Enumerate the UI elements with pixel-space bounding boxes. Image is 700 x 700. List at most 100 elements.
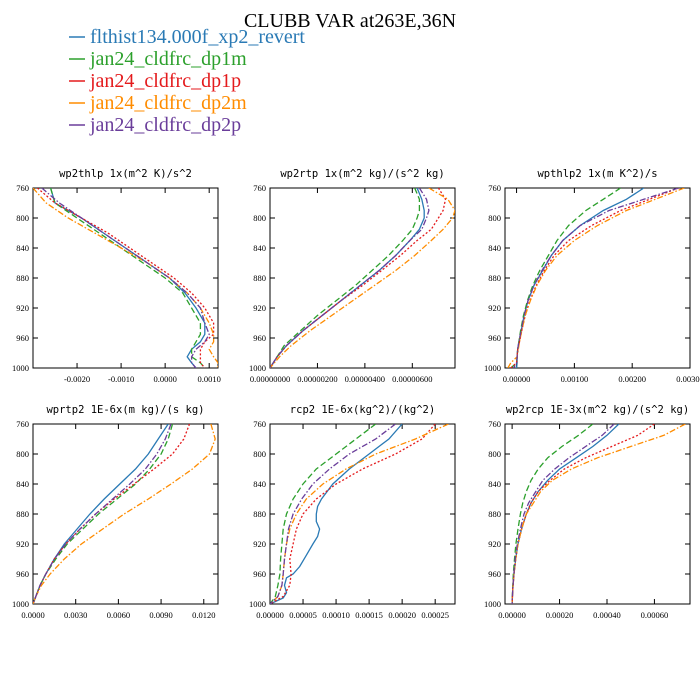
x-tick-label: 0.00000 — [498, 610, 526, 620]
y-tick-label: 960 — [488, 333, 501, 343]
plot-frame — [32, 187, 219, 369]
y-tick-label: 880 — [16, 509, 29, 519]
series-line — [270, 188, 430, 368]
y-tick-label: 800 — [488, 213, 501, 223]
y-tick-label: 840 — [488, 243, 501, 253]
x-tick-label: 0.00000400 — [345, 374, 385, 384]
x-tick-label: 0.00010 — [322, 610, 350, 620]
y-tick-label: 880 — [488, 273, 501, 283]
y-tick-label: 920 — [16, 539, 29, 549]
y-tick-label: 1000 — [484, 363, 501, 373]
x-tick-label: 0.00040 — [593, 610, 621, 620]
x-tick-label: 0.00000600 — [392, 374, 432, 384]
panel-grid: wp2thlp 1x(m^2 K)/s^2 760 800 840 880 920 960 1… — [12, 168, 700, 620]
plot-frame — [504, 423, 691, 605]
x-tick-label: 0.00100 — [561, 374, 589, 384]
y-tick-label: 800 — [253, 213, 266, 223]
series-line — [511, 424, 620, 604]
series-line — [36, 188, 215, 368]
x-tick-label: -0.0020 — [64, 374, 90, 384]
y-tick-label: 1000 — [249, 363, 266, 373]
series-line — [270, 424, 377, 604]
plot-frame — [32, 423, 219, 605]
series-line — [270, 424, 436, 604]
y-tick-label: 760 — [253, 419, 266, 429]
y-tick-label: 840 — [253, 479, 266, 489]
legend-label: flthist134.000f_xp2_revert — [90, 26, 305, 48]
legend-label: jan24_cldfrc_dp2m — [89, 92, 247, 114]
series-line — [513, 188, 679, 368]
legend-label: jan24_cldfrc_dp1p — [89, 70, 241, 92]
y-tick-label: 880 — [16, 273, 29, 283]
panel-title: wp2rtp 1x(m^2 kg)/(s^2 kg) — [280, 168, 444, 180]
series-line — [270, 424, 449, 604]
series-line — [270, 424, 396, 604]
y-tick-label: 1000 — [249, 599, 266, 609]
panel-title: wp2thlp 1x(m^2 K)/s^2 — [59, 168, 192, 180]
series-line — [270, 188, 421, 368]
series-line — [33, 188, 218, 368]
y-tick-label: 800 — [16, 213, 29, 223]
x-tick-label: -0.0010 — [108, 374, 134, 384]
y-tick-label: 760 — [488, 183, 501, 193]
x-tick-label: 0.00005 — [289, 610, 317, 620]
y-tick-label: 1000 — [484, 599, 501, 609]
series-line — [511, 424, 655, 604]
plot-frame — [269, 423, 456, 605]
series-line — [33, 424, 174, 604]
y-tick-label: 960 — [253, 333, 266, 343]
y-tick-label: 920 — [16, 303, 29, 313]
legend-label: jan24_cldfrc_dp2p — [89, 114, 241, 136]
chart-panel: wp2thlp 1x(m^2 K)/s^2 760 800 840 880 920 960 1… — [12, 168, 221, 384]
y-tick-label: 1000 — [12, 363, 29, 373]
x-tick-label: 0.0030 — [64, 610, 87, 620]
series-line — [270, 424, 403, 604]
panel-title: wp2rcp 1E-3x(m^2 kg)/(s^2 kg) — [506, 404, 689, 416]
y-tick-label: 960 — [253, 569, 266, 579]
chart-panel: wprtp2 1E-6x(m kg)/(s kg) 760 800 840 880 920… — [12, 404, 219, 620]
series-line — [49, 188, 206, 368]
y-tick-label: 800 — [16, 449, 29, 459]
figure-title: CLUBB VAR at263E,36N — [244, 10, 456, 32]
y-tick-label: 800 — [253, 449, 266, 459]
series-line — [510, 188, 679, 368]
y-tick-label: 880 — [253, 509, 266, 519]
figure-legend: flthist134.000f_xp2_revertjan24_cldfrc_d… — [69, 26, 305, 136]
x-tick-label: 0.00020 — [546, 610, 574, 620]
y-tick-label: 840 — [253, 243, 266, 253]
series-line — [41, 188, 210, 368]
x-tick-label: 0.00000 — [256, 610, 284, 620]
series-line — [33, 424, 191, 604]
x-tick-label: 0.00020 — [388, 610, 416, 620]
x-tick-label: 0.0060 — [107, 610, 130, 620]
y-tick-label: 960 — [16, 333, 29, 343]
panel-title: rcp2 1E-6x(kg^2)/(kg^2) — [290, 404, 435, 416]
y-tick-label: 960 — [16, 569, 29, 579]
x-tick-label: 0.00015 — [355, 610, 383, 620]
panel-title: wpthlp2 1x(m K^2)/s — [537, 168, 657, 180]
panel-title: wprtp2 1E-6x(m kg)/(s kg) — [46, 404, 204, 416]
series-line — [270, 188, 425, 368]
y-tick-label: 840 — [16, 243, 29, 253]
chart-panel: wpthlp2 1x(m K^2)/s 760 800 840 880 920 960 100… — [484, 168, 700, 384]
series-line — [270, 188, 455, 368]
y-tick-label: 960 — [488, 569, 501, 579]
chart-panel: rcp2 1E-6x(kg^2)/(kg^2) 760 800 840 880 920 96… — [249, 404, 456, 620]
x-tick-label: 0.0000 — [21, 610, 44, 620]
x-tick-label: 0.00000200 — [297, 374, 337, 384]
legend-label: jan24_cldfrc_dp1m — [89, 48, 247, 70]
chart-panel: wp2rtp 1x(m^2 kg)/(s^2 kg) 760 800 840 880 92… — [249, 168, 456, 384]
y-tick-label: 760 — [488, 419, 501, 429]
series-line — [33, 424, 169, 604]
y-tick-label: 920 — [253, 303, 266, 313]
series-line — [510, 188, 621, 368]
y-tick-label: 920 — [488, 539, 501, 549]
series-line — [33, 424, 216, 604]
series-line — [507, 188, 685, 368]
x-tick-label: 0.00000 — [503, 374, 531, 384]
series-line — [33, 424, 172, 604]
y-tick-label: 880 — [488, 509, 501, 519]
y-tick-label: 840 — [488, 479, 501, 489]
